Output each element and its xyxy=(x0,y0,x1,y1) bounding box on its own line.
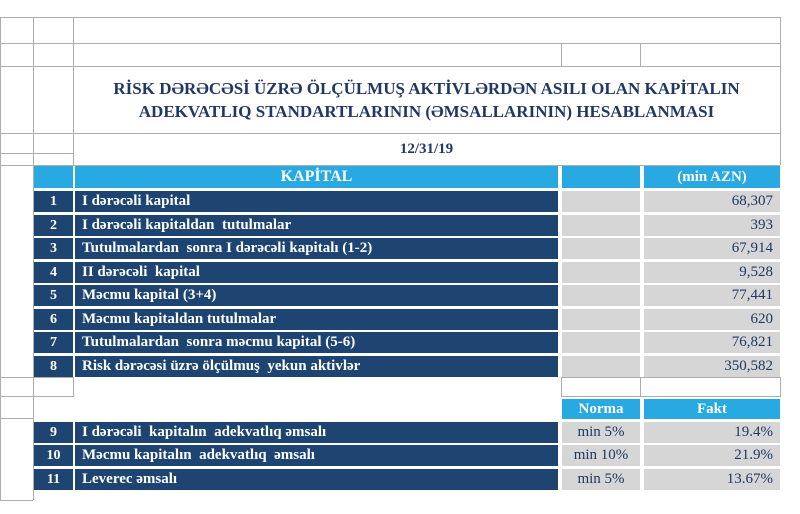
ratio-row-norma: min 5% xyxy=(562,422,640,443)
gridline xyxy=(0,17,780,18)
capital-row-number: 2 xyxy=(34,215,73,236)
report-title-line2: ADEKVATLIQ STANDARTLARININ (ƏMSALLARININ… xyxy=(138,101,715,121)
ratio-row-norma: min 10% xyxy=(562,445,640,466)
gridline xyxy=(0,43,780,44)
gridline xyxy=(73,17,74,165)
ratio-row-label: Məcmu kapitalın adekvatlıq əmsalı xyxy=(75,445,558,466)
report-title-line1: RİSK DƏRƏCƏSİ ÜZRƏ ÖLÇÜLMUŞ AKTİVLƏRDƏN … xyxy=(113,78,740,98)
ratio-row-number: 9 xyxy=(34,422,73,443)
capital-row-label: Risk dərəcəsi üzrə ölçülmuş yekun aktivl… xyxy=(75,356,558,377)
report-title: RİSK DƏRƏCƏSİ ÜZRƏ ÖLÇÜLMUŞ AKTİVLƏRDƏN … xyxy=(73,66,780,133)
ratio-row-fakt: 21.9% xyxy=(644,445,780,466)
capital-row-empty-cell xyxy=(562,215,640,236)
capital-row-label: Məcmu kapital (3+4) xyxy=(75,285,558,306)
capital-row-number: 5 xyxy=(34,285,73,306)
ratio-row-label: Leverec əmsalı xyxy=(75,469,558,490)
gridline xyxy=(0,17,1,500)
empty-cell xyxy=(0,396,34,419)
gridline xyxy=(0,165,780,166)
ratio-row-fakt: 13.67% xyxy=(644,469,780,490)
capital-row-empty-cell xyxy=(562,262,640,283)
capital-row-label: Tutulmalardan sonra məcmu kapital (5-6) xyxy=(75,332,558,353)
empty-cell xyxy=(561,377,641,397)
capital-row-value: 620 xyxy=(644,309,780,330)
capital-header-empty-cell xyxy=(562,166,640,188)
capital-row-empty-cell xyxy=(562,285,640,306)
ratio-row-label: I dərəcəli kapitalın adekvatlıq əmsalı xyxy=(75,422,558,443)
capital-row-empty-cell xyxy=(562,238,640,259)
gridline xyxy=(0,133,780,134)
capital-row-empty-cell xyxy=(562,309,640,330)
empty-cell xyxy=(33,377,74,397)
gridline xyxy=(561,43,562,66)
capital-row-value: 393 xyxy=(644,215,780,236)
capital-row-empty-cell xyxy=(562,356,640,377)
capital-header-label-cell: KAPİTAL xyxy=(75,166,558,188)
capital-row-label: I dərəcəli kapital xyxy=(75,191,558,212)
capital-row-label: Məcmu kapitaldan tutulmalar xyxy=(75,309,558,330)
capital-row-value: 76,821 xyxy=(644,332,780,353)
ratio-row-number: 11 xyxy=(34,469,73,490)
capital-header-unit-cell: (min AZN) xyxy=(644,166,780,188)
capital-row-number: 3 xyxy=(34,238,73,259)
gridline xyxy=(640,43,641,66)
ratio-header-norma-cell: Norma xyxy=(562,399,640,419)
empty-cell xyxy=(0,377,34,397)
capital-row-label: II dərəcəli kapital xyxy=(75,262,558,283)
report-date: 12/31/19 xyxy=(399,140,454,157)
capital-row-empty-cell xyxy=(562,191,640,212)
capital-row-value: 9,528 xyxy=(644,262,780,283)
capital-row-label: Tutulmalardan sonra I dərəcəli kapitalı … xyxy=(75,238,558,259)
capital-header-corner-cell xyxy=(34,166,73,188)
gridline xyxy=(0,66,780,67)
ratio-row-fakt: 19.4% xyxy=(644,422,780,443)
capital-row-number: 8 xyxy=(34,356,73,377)
ratio-header-fakt-cell: Fakt xyxy=(644,399,780,419)
capital-row-number: 4 xyxy=(34,262,73,283)
ratio-row-number: 10 xyxy=(34,445,73,466)
gridline xyxy=(0,500,33,501)
capital-row-value: 350,582 xyxy=(644,356,780,377)
ratio-row-norma: min 5% xyxy=(562,469,640,490)
capital-row-number: 6 xyxy=(34,309,73,330)
capital-row-number: 1 xyxy=(34,191,73,212)
empty-cell xyxy=(640,377,781,397)
capital-row-value: 68,307 xyxy=(644,191,780,212)
capital-row-number: 7 xyxy=(34,332,73,353)
capital-row-value: 67,914 xyxy=(644,238,780,259)
gridline xyxy=(780,17,781,165)
capital-row-value: 77,441 xyxy=(644,285,780,306)
capital-row-empty-cell xyxy=(562,332,640,353)
gridline xyxy=(0,153,73,154)
gridline xyxy=(33,17,34,500)
capital-row-label: I dərəcəli kapitaldan tutulmalar xyxy=(75,215,558,236)
